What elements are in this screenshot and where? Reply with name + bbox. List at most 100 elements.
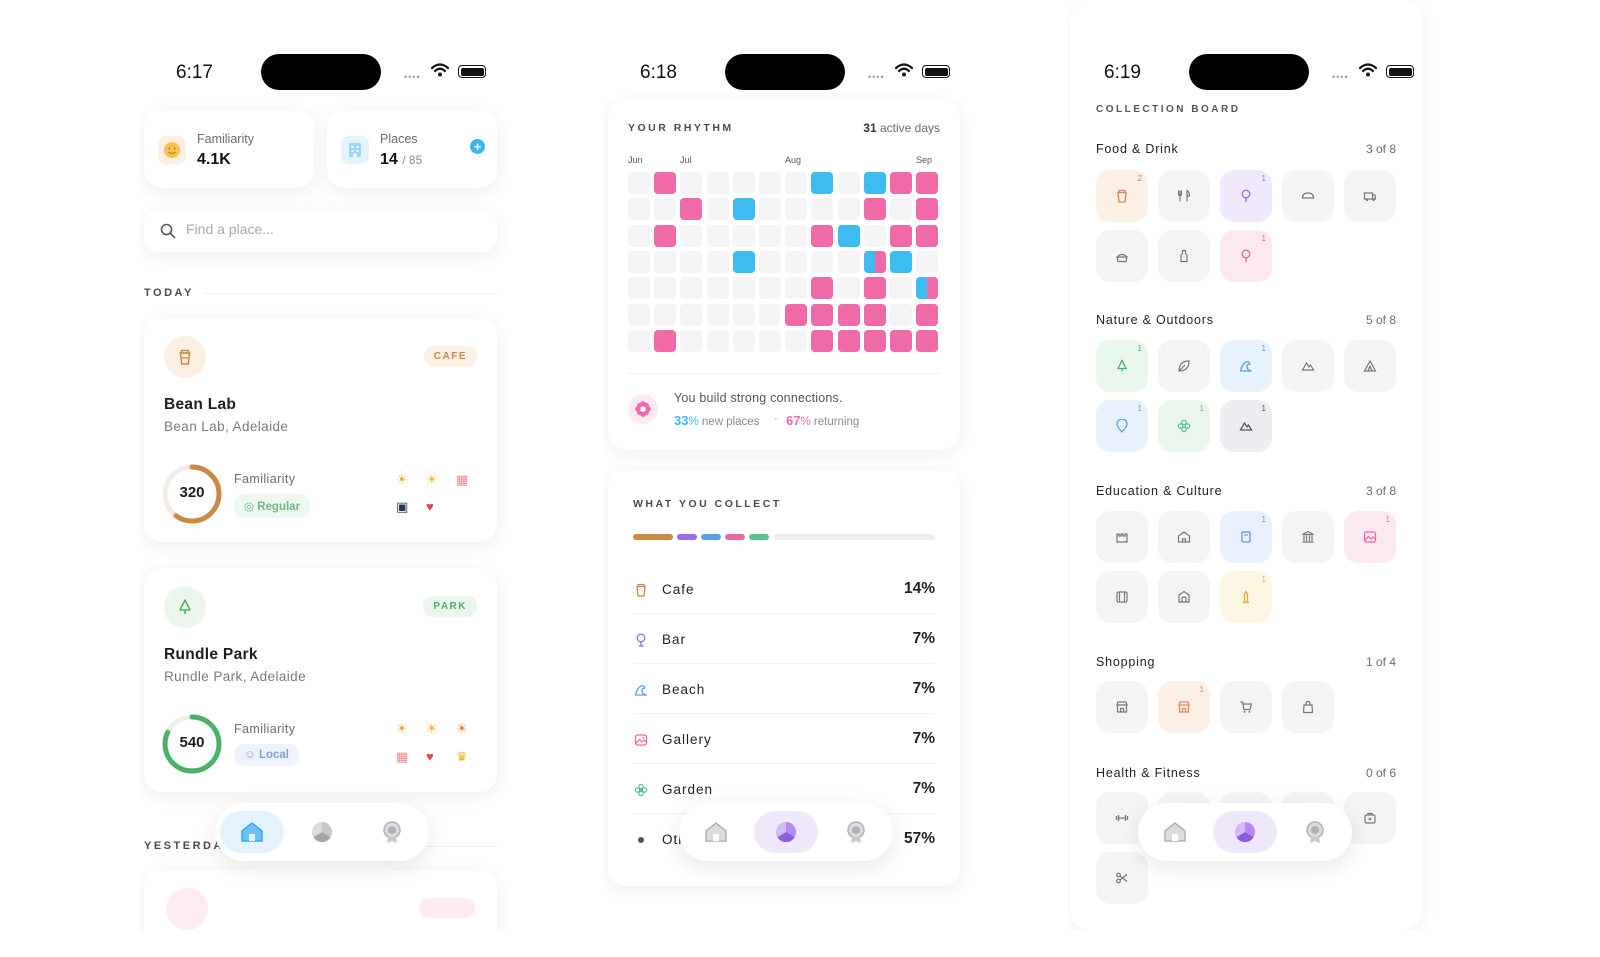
badge-garden[interactable]: 1 — [1158, 400, 1210, 452]
cup-icon — [164, 336, 206, 378]
search-input[interactable] — [186, 221, 466, 237]
tab-bar — [679, 803, 893, 861]
badge-library[interactable]: 1 — [1220, 511, 1272, 563]
badge-heritage[interactable] — [1282, 511, 1334, 563]
picture-icon — [633, 732, 649, 748]
home-icon — [705, 822, 727, 842]
add-place-button[interactable]: + — [470, 139, 485, 154]
badge-food-truck[interactable] — [1344, 170, 1396, 222]
sun-icon: ☀ — [426, 721, 438, 736]
badge-barber[interactable] — [1096, 852, 1148, 904]
tab-stats[interactable] — [290, 811, 354, 853]
collect-row-bar[interactable]: Bar 7% — [633, 614, 935, 664]
heatmap-cell — [654, 198, 677, 221]
divider — [204, 293, 497, 294]
collect-pct: 7% — [912, 680, 935, 697]
collect-row-beach[interactable]: Beach 7% — [633, 664, 935, 714]
heatmap-cell — [654, 224, 677, 247]
tab-badges[interactable] — [1283, 811, 1347, 853]
tab-badges[interactable] — [360, 811, 424, 853]
level-label: Regular — [257, 501, 301, 513]
heatmap-cell — [759, 198, 781, 221]
heatmap-cell — [759, 303, 781, 326]
category-name: Education & Culture — [1096, 484, 1223, 498]
heatmap-cell — [811, 303, 834, 326]
badge-beach[interactable]: 1 — [1220, 340, 1272, 392]
badge-theatre[interactable] — [1158, 571, 1210, 623]
heatmap-cell — [811, 277, 834, 300]
medal-icon — [847, 821, 865, 843]
badge-clinic[interactable] — [1344, 792, 1396, 844]
familiarity-stat-card[interactable]: Familiarity 4.1K — [144, 110, 314, 188]
badge-gallery[interactable]: 1 — [1344, 511, 1396, 563]
category-name: Health & Fitness — [1096, 766, 1201, 780]
heatmap-cell — [890, 303, 912, 326]
category-name: Shopping — [1096, 655, 1156, 669]
collect-name: Gallery — [662, 732, 712, 747]
wifi-icon — [1359, 63, 1377, 77]
heatmap-cell — [732, 250, 755, 273]
heatmap-cell — [706, 329, 729, 352]
tab-badges[interactable] — [824, 811, 888, 853]
badge-camping[interactable] — [1344, 340, 1396, 392]
badge-wine[interactable]: 1 — [1220, 230, 1272, 282]
heatmap-cell — [863, 329, 886, 352]
collect-pct: 7% — [912, 630, 935, 647]
heatmap-cell — [811, 329, 834, 352]
badge-restaurant[interactable] — [1158, 170, 1210, 222]
place-card-rundle-park[interactable]: PARK Rundle Park Rundle Park, Adelaide 5… — [144, 568, 497, 792]
heatmap-cell — [628, 277, 650, 300]
badge-shop[interactable]: 1 — [1158, 681, 1210, 733]
new-pct: 33 — [674, 413, 689, 428]
heatmap-cell — [628, 250, 650, 273]
places-stat-card[interactable]: Places 14 / 85 + — [327, 110, 497, 188]
tab-stats[interactable] — [754, 811, 818, 853]
badge-supermarket[interactable] — [1220, 681, 1272, 733]
collect-pct: 7% — [912, 730, 935, 747]
heart-icon: ♥ — [426, 499, 434, 514]
category-count: 5 of 8 — [1365, 313, 1396, 327]
badge-bakery[interactable] — [1282, 170, 1334, 222]
badge-market[interactable] — [1096, 681, 1148, 733]
heatmap-cell — [837, 329, 860, 352]
progress-segment-garden — [749, 534, 769, 540]
tab-home[interactable] — [220, 811, 284, 853]
familiarity-ring — [162, 464, 222, 524]
heatmap-cell — [785, 172, 808, 194]
place-card-bean-lab[interactable]: CAFE Bean Lab Bean Lab, Adelaide 320 Fam… — [144, 318, 497, 542]
heatmap-cell — [837, 277, 860, 300]
tab-stats[interactable] — [1213, 811, 1277, 853]
heatmap-cell — [706, 303, 729, 326]
pie-chart-icon — [1234, 821, 1256, 843]
new-places-stat: 33% new places — [674, 413, 760, 428]
dynamic-island — [261, 54, 381, 90]
heatmap-cell — [759, 250, 781, 273]
badge-count: 1 — [1261, 174, 1266, 183]
flower-icon — [1177, 419, 1191, 433]
heatmap-cell — [706, 224, 729, 247]
category-name: Food & Drink — [1096, 142, 1179, 156]
place-card-partial[interactable] — [144, 870, 497, 930]
badge-cafe[interactable]: 2 — [1096, 170, 1148, 222]
badge-cinema[interactable] — [1096, 571, 1148, 623]
badge-hills[interactable]: 1 — [1220, 400, 1272, 452]
badge-mall[interactable] — [1282, 681, 1334, 733]
badge-school[interactable] — [1158, 511, 1210, 563]
tab-home[interactable] — [1143, 811, 1207, 853]
badge-lookout[interactable] — [1282, 340, 1334, 392]
search-bar[interactable] — [144, 210, 497, 252]
badge-bottle-shop[interactable] — [1158, 230, 1210, 282]
collect-pct: 14% — [903, 580, 935, 597]
badge-museum[interactable] — [1096, 511, 1148, 563]
collect-row-gallery[interactable]: Gallery 7% — [633, 714, 935, 764]
heatmap-cell — [706, 172, 729, 194]
search-icon — [160, 223, 176, 239]
badge-landmark[interactable]: 1 — [1096, 400, 1148, 452]
collect-row-cafe[interactable]: Cafe 14% — [633, 564, 935, 614]
badge-trail[interactable] — [1158, 340, 1210, 392]
badge-bar[interactable]: 1 — [1220, 170, 1272, 222]
badge-dessert[interactable] — [1096, 230, 1148, 282]
tab-home[interactable] — [684, 811, 748, 853]
badge-monument[interactable]: 1 — [1220, 571, 1272, 623]
badge-park[interactable]: 1 — [1096, 340, 1148, 392]
